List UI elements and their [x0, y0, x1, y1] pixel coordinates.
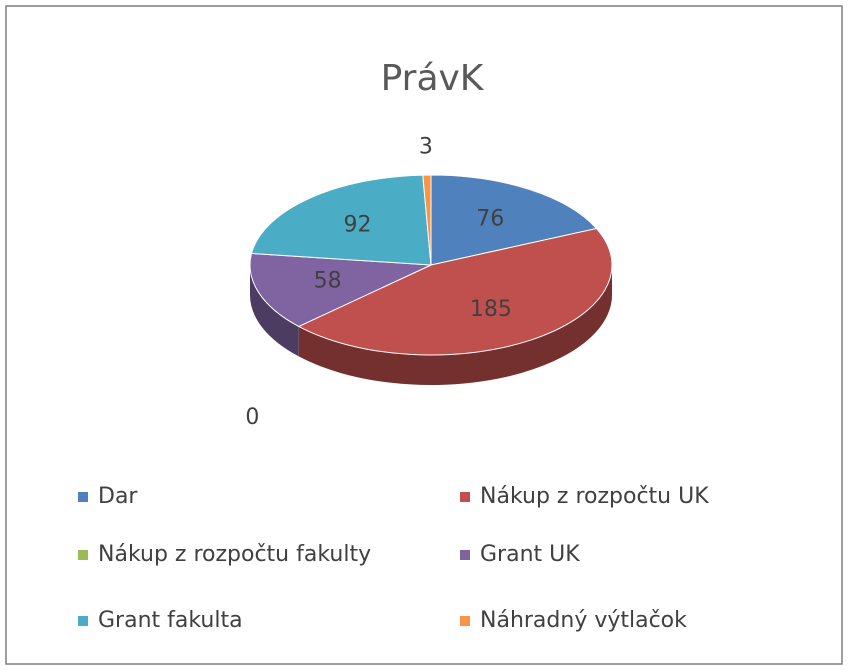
pie-slice: [422, 174, 432, 266]
pie-slice: [430, 174, 598, 266]
legend-label: Nákup z rozpočtu UK: [480, 484, 709, 509]
legend-label: Grant UK: [480, 542, 580, 567]
data-label: 0: [245, 405, 259, 430]
legend-label: Náhradný výtlačok: [480, 608, 687, 633]
legend-marker: [460, 616, 470, 626]
legend-marker: [78, 616, 88, 626]
legend-marker: [460, 550, 470, 560]
legend-marker: [78, 550, 88, 560]
pie-side: [298, 265, 612, 385]
pie-slice: [249, 252, 432, 327]
data-label: 76: [476, 207, 504, 232]
data-label: 58: [314, 269, 342, 294]
data-label: 185: [470, 297, 512, 322]
legend-label: Dar: [98, 484, 138, 509]
data-label: 3: [419, 135, 433, 160]
data-label: 92: [343, 212, 371, 237]
legend-label: Grant fakulta: [98, 608, 243, 633]
legend-label: Nákup z rozpočtu fakulty: [98, 542, 371, 567]
pie-slice: [250, 174, 432, 266]
chart-title: PrávK: [381, 58, 485, 99]
legend-marker: [78, 492, 88, 502]
pie-slice: [297, 227, 613, 356]
legend-marker: [460, 492, 470, 502]
